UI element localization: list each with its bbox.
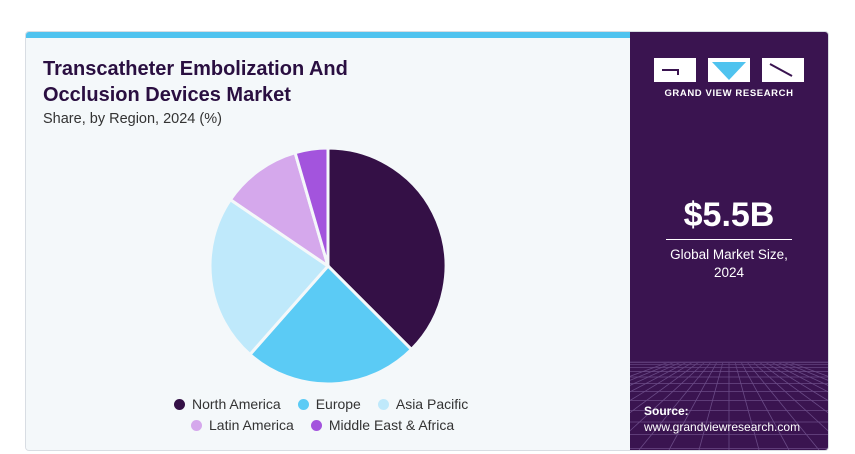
legend-label: North America	[192, 396, 281, 412]
market-size-value: $5.5B	[683, 196, 775, 234]
pie-slice-latin-america	[228, 150, 331, 270]
legend-item-north-america: North America	[174, 396, 281, 412]
legend-swatch	[310, 419, 322, 431]
legend-item-latin-america: Latin America	[191, 417, 294, 433]
divider	[666, 239, 792, 240]
pie-slice-middle-east-africa	[293, 146, 330, 267]
legend-swatch	[297, 398, 309, 410]
source-url[interactable]: www.grandviewresearch.com	[644, 420, 801, 434]
chart-panel: Transcatheter Embolization And Occlusion…	[26, 32, 630, 450]
pie-slice-asia-pacific	[208, 197, 331, 357]
brand-name: GRAND VIEW RESEARCH	[664, 88, 794, 99]
chart-title-line-2: Occlusion Devices Market	[43, 84, 291, 106]
chart-subtitle: Share, by Region, 2024 (%)	[43, 111, 222, 127]
decorative-grid	[630, 332, 828, 450]
accent-bar	[26, 32, 630, 38]
legend-item-asia-pacific: Asia Pacific	[377, 396, 469, 412]
legend-swatch	[377, 398, 389, 410]
market-size-label-line-2: 2024	[713, 265, 745, 280]
chart-title: Transcatheter Embolization And Occlusion…	[43, 56, 463, 108]
market-size-label-line-1: Global Market Size,	[670, 247, 788, 262]
pie-chart	[208, 146, 448, 386]
market-size-label: Global Market Size, 2024	[630, 246, 828, 282]
source-label: Source:	[644, 404, 689, 418]
source-block: Source: www.grandviewresearch.com	[644, 403, 800, 435]
legend-item-europe: Europe	[297, 396, 361, 412]
legend-swatch	[191, 419, 202, 431]
summary-panel: GRAND VIEW RESEARCH $5.5B Global Market …	[630, 32, 828, 450]
legend-label: Asia Pacific	[395, 396, 469, 412]
chart-title-line-1: Transcatheter Embolization And	[43, 58, 348, 80]
legend-row-1: North America Europe Asia Pacific	[174, 394, 485, 414]
infographic-card: Transcatheter Embolization And Occlusion…	[25, 31, 829, 451]
pie-slice-north-america	[326, 146, 448, 352]
legend-label: Latin America	[209, 417, 294, 433]
legend-item-middle-east-africa: Middle East & Africa	[310, 417, 455, 433]
legend-label: Middle East & Africa	[328, 417, 455, 433]
legend-label: Europe	[315, 396, 361, 412]
gvr-logo-icon	[654, 58, 804, 82]
legend-row-2: Latin America Middle East & Africa	[191, 415, 471, 435]
pie-slice-europe	[247, 263, 414, 386]
legend-swatch	[174, 398, 185, 410]
